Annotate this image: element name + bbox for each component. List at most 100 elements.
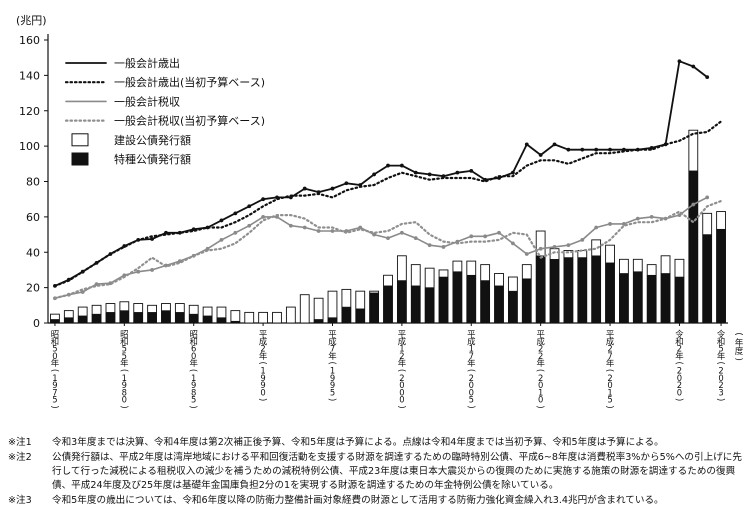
bar-special-bonds bbox=[619, 273, 629, 324]
svg-text:年: 年 bbox=[536, 358, 544, 368]
bar-special-bonds bbox=[591, 255, 601, 324]
series-point-0 bbox=[399, 163, 404, 168]
svg-text:2: 2 bbox=[399, 351, 404, 361]
svg-text:成: 成 bbox=[328, 336, 337, 346]
svg-text:年: 年 bbox=[467, 358, 475, 368]
series-point-2 bbox=[580, 237, 585, 242]
svg-text:8: 8 bbox=[191, 387, 196, 397]
bar-special-bonds bbox=[105, 312, 116, 324]
note-1: ※注1 令和3年度までは決算、令和4年度は第2次補正後予算、令和5年度は予算によ… bbox=[8, 436, 744, 450]
y-tick-label: 120 bbox=[19, 105, 40, 118]
note-2-text: 公債発行額は、平成2年度は湾岸地域における平和回復活動を支援する財源を調達するた… bbox=[52, 452, 742, 491]
svg-text:年: 年 bbox=[717, 351, 725, 361]
bar-special-bonds bbox=[688, 170, 699, 324]
series-point-0 bbox=[608, 147, 612, 152]
series-line-3 bbox=[53, 199, 723, 300]
svg-text:和: 和 bbox=[51, 336, 59, 346]
svg-text:1: 1 bbox=[260, 366, 265, 376]
svg-text:2: 2 bbox=[718, 366, 723, 376]
bar-special-bonds bbox=[438, 276, 449, 324]
svg-text:2: 2 bbox=[677, 380, 682, 390]
series-point-2 bbox=[80, 290, 85, 294]
svg-text:0: 0 bbox=[677, 387, 682, 397]
svg-text:1: 1 bbox=[191, 373, 196, 383]
bar-special-bonds bbox=[369, 292, 379, 324]
series-point-2 bbox=[594, 225, 599, 230]
series-point-2 bbox=[524, 252, 529, 256]
series-point-0 bbox=[594, 147, 599, 152]
note-3: ※注3 令和5年度の歳出については、令和6年度以降の防衛力整備計画対象経費の財源… bbox=[8, 494, 744, 508]
legend-label-2: 一般会計税収 bbox=[114, 94, 180, 108]
svg-text:1: 1 bbox=[607, 387, 612, 397]
bar-construction-bonds bbox=[272, 311, 282, 324]
svg-text:): ) bbox=[119, 405, 129, 408]
svg-text:0: 0 bbox=[538, 395, 543, 405]
series-point-0 bbox=[372, 172, 377, 177]
svg-text:0: 0 bbox=[191, 351, 196, 361]
y-tick-label: 20 bbox=[26, 282, 40, 295]
series-point-2 bbox=[608, 222, 612, 226]
legend-label-3: 一般会計税収(当初予算ベース) bbox=[114, 114, 265, 128]
bar-special-bonds bbox=[577, 257, 588, 324]
svg-text:2: 2 bbox=[260, 344, 265, 354]
y-tick-label: 140 bbox=[19, 69, 40, 82]
svg-text:平: 平 bbox=[606, 329, 614, 339]
bar-special-bonds bbox=[452, 271, 463, 324]
bar-special-bonds bbox=[161, 310, 171, 324]
notes: ※注1 令和3年度までは決算、令和4年度は第2次補正後予算、令和5年度は予算によ… bbox=[8, 436, 744, 508]
svg-text:(: ( bbox=[327, 362, 337, 365]
bar-special-bonds bbox=[508, 290, 518, 324]
series-point-2 bbox=[566, 243, 571, 248]
series-point-0 bbox=[691, 64, 696, 69]
svg-text:): ) bbox=[50, 405, 60, 408]
svg-text:0: 0 bbox=[399, 387, 404, 397]
svg-text:8: 8 bbox=[122, 387, 127, 397]
series-point-2 bbox=[649, 214, 654, 219]
svg-text:2: 2 bbox=[538, 373, 543, 383]
svg-text:(: ( bbox=[716, 362, 726, 365]
series-point-0 bbox=[302, 186, 307, 191]
svg-text:5: 5 bbox=[718, 344, 723, 354]
svg-text:): ) bbox=[674, 398, 684, 401]
series-point-2 bbox=[441, 245, 446, 249]
series-point-2 bbox=[330, 229, 335, 233]
series-point-2 bbox=[691, 202, 696, 207]
bar-special-bonds bbox=[147, 312, 157, 324]
series-point-2 bbox=[386, 236, 390, 241]
bar-special-bonds bbox=[133, 312, 143, 324]
series-point-0 bbox=[469, 168, 474, 173]
series-point-0 bbox=[261, 197, 266, 202]
bar-special-bonds bbox=[91, 313, 102, 324]
svg-text:1: 1 bbox=[399, 344, 404, 354]
svg-text:和: 和 bbox=[675, 336, 683, 346]
bar-special-bonds bbox=[633, 271, 643, 324]
svg-text:9: 9 bbox=[330, 373, 335, 383]
series-point-0 bbox=[524, 142, 529, 147]
bar-special-bonds bbox=[660, 273, 671, 324]
x-unit-label: (年度) bbox=[733, 332, 744, 361]
svg-text:9: 9 bbox=[260, 380, 265, 390]
svg-text:5: 5 bbox=[52, 395, 57, 405]
svg-text:9: 9 bbox=[122, 380, 127, 390]
svg-text:6: 6 bbox=[191, 344, 196, 354]
note-2: ※注2 公債発行額は、平成2年度は湾岸地域における平和回復活動を支援する財源を調… bbox=[8, 451, 744, 493]
series-point-2 bbox=[469, 234, 474, 239]
svg-text:2: 2 bbox=[607, 344, 612, 354]
svg-text:成: 成 bbox=[259, 336, 268, 346]
bar-special-bonds bbox=[549, 259, 560, 324]
series-point-2 bbox=[316, 229, 321, 233]
svg-text:0: 0 bbox=[399, 395, 404, 405]
svg-text:成: 成 bbox=[467, 336, 476, 346]
y-tick-label: 100 bbox=[19, 140, 40, 153]
y-tick-label: 40 bbox=[26, 246, 40, 259]
svg-text:(: ( bbox=[258, 362, 268, 365]
svg-text:2: 2 bbox=[677, 344, 682, 354]
svg-text:2: 2 bbox=[538, 344, 543, 354]
series-point-2 bbox=[205, 246, 210, 251]
svg-text:(: ( bbox=[119, 369, 129, 372]
bar-special-bonds bbox=[77, 315, 88, 324]
